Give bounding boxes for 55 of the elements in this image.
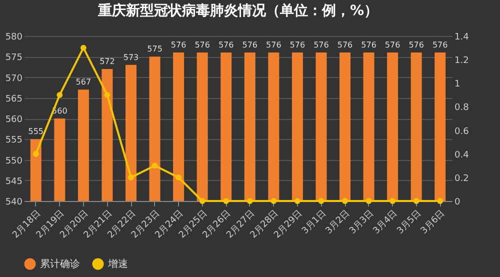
point [104,92,110,98]
data-label: 576 [218,40,234,50]
y-tick-label: 540 [5,198,23,208]
y-tick-label: 545 [5,176,22,187]
data-label: 576 [384,40,400,50]
point [318,198,324,204]
data-label: 555 [28,127,44,136]
point [176,174,182,180]
point [437,198,444,204]
data-label: 576 [408,40,424,50]
point [390,198,396,204]
chart-title: 重庆新型冠状病毒肺炎情况（单位：例，%） [96,2,378,19]
y2-tick-label: 0.4 [454,150,470,160]
y2-tick-label: 0.6 [454,126,470,137]
data-label: 576 [314,40,329,50]
y-tick-label: 570 [5,74,23,84]
y-tick-label: 555 [5,136,22,146]
data-label: 576 [242,40,258,50]
y-tick-label: 580 [5,32,23,42]
y2-tick-label: 1.2 [454,56,469,66]
point [246,198,253,204]
data-label: 573 [123,52,139,62]
point [128,174,134,180]
y2-tick-label: 1.4 [454,32,470,42]
point [152,162,158,169]
point [270,198,277,204]
data-label: 567 [76,78,92,87]
data-label: 575 [147,44,162,54]
point [32,150,39,157]
y2-tick-label: 0.2 [454,174,469,184]
data-label: 576 [170,40,186,50]
point [199,198,206,204]
point [223,198,230,204]
point [366,198,372,204]
data-label: 576 [266,40,282,50]
data-label: 576 [361,40,376,50]
data-label: 576 [290,40,306,50]
y-tick-label: 550 [5,156,23,166]
y2-tick-label: 0.8 [454,103,470,114]
legend-label: 累计确诊 [40,258,80,270]
point [56,92,63,98]
y-tick-label: 575 [5,53,22,64]
data-label: 576 [194,40,210,50]
data-label: 572 [100,57,115,66]
legend-label: 增速 [107,258,128,270]
point [413,198,420,204]
y2-tick-label: 1 [454,80,460,90]
point [294,198,300,204]
point [342,198,348,204]
data-label: 576 [337,40,353,50]
y2-tick-label: 0 [454,198,460,208]
data-label: 576 [432,40,448,50]
y-tick-label: 565 [5,94,22,104]
y-tick-label: 560 [5,115,23,125]
point [80,44,86,51]
